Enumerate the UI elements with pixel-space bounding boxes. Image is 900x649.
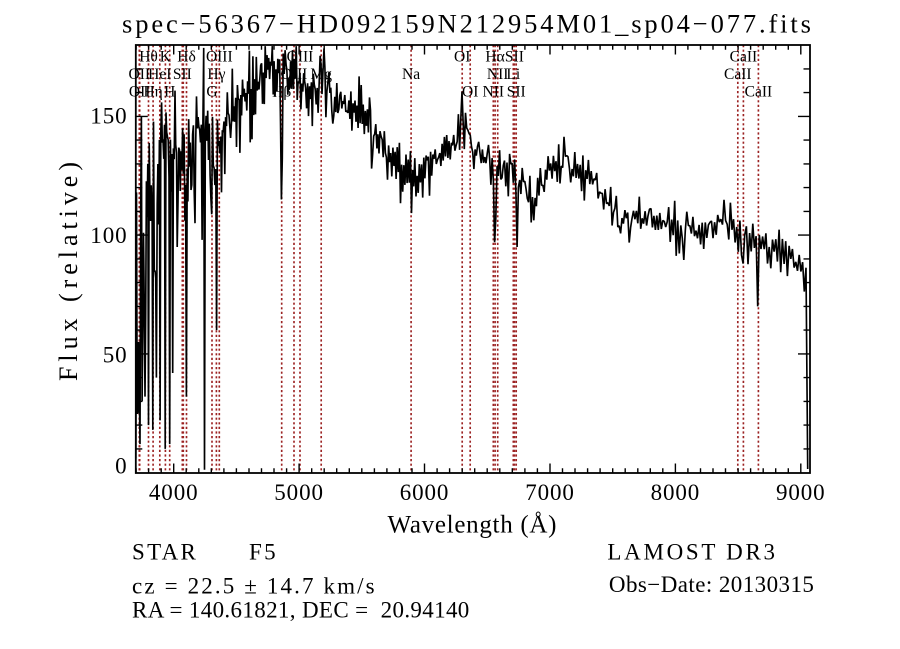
svg-text:OIII: OIII <box>287 49 314 66</box>
svg-text:NII: NII <box>487 66 509 83</box>
svg-text:9000: 9000 <box>776 480 826 505</box>
svg-text:100: 100 <box>90 223 127 248</box>
svg-text:OII: OII <box>129 84 151 101</box>
svg-text:OIII: OIII <box>281 66 308 83</box>
svg-text:spec−56367−HD092159N212954M01_: spec−56367−HD092159N212954M01_sp04−077.f… <box>122 9 811 39</box>
svg-text:CaII: CaII <box>730 49 758 66</box>
svg-text:Hα: Hα <box>485 49 504 66</box>
svg-text:Wavelength (Å): Wavelength (Å) <box>388 512 557 539</box>
svg-text:OIII: OIII <box>206 49 233 66</box>
svg-text:OI: OI <box>454 49 470 66</box>
svg-text:CaII: CaII <box>724 66 752 83</box>
svg-text:7000: 7000 <box>525 480 575 505</box>
svg-text:6000: 6000 <box>400 480 450 505</box>
svg-text:F5: F5 <box>249 540 278 565</box>
svg-text:Hδ: Hδ <box>177 49 196 66</box>
svg-text:Li: Li <box>506 66 520 83</box>
svg-text:Hη: Hη <box>143 84 162 101</box>
svg-text:SII: SII <box>507 84 526 101</box>
svg-text:0: 0 <box>115 454 127 479</box>
svg-text:G: G <box>206 84 217 101</box>
svg-text:HeI: HeI <box>148 66 171 83</box>
svg-text:150: 150 <box>90 104 127 129</box>
svg-text:CaII: CaII <box>745 84 773 101</box>
svg-text:OI: OI <box>462 84 478 101</box>
svg-text:50: 50 <box>103 343 128 368</box>
svg-text:LAMOST DR3: LAMOST DR3 <box>607 540 775 565</box>
svg-text:cz = 22.5 ± 14.7 km/s: cz = 22.5 ± 14.7 km/s <box>132 574 375 599</box>
svg-text:Flux (relative): Flux (relative) <box>54 162 83 381</box>
svg-text:Na: Na <box>402 66 420 83</box>
svg-text:SII: SII <box>173 66 192 83</box>
svg-text:Mg: Mg <box>310 66 332 83</box>
svg-text:STAR: STAR <box>132 540 198 565</box>
svg-text:Hγ: Hγ <box>207 66 225 83</box>
svg-text:NII: NII <box>483 84 505 101</box>
svg-text:4000: 4000 <box>149 480 199 505</box>
svg-text:5000: 5000 <box>274 480 324 505</box>
svg-text:H: H <box>164 84 175 101</box>
svg-text:8000: 8000 <box>651 480 701 505</box>
svg-text:Hθ: Hθ <box>139 49 158 66</box>
svg-text:Obs−Date: 20130315: Obs−Date: 20130315 <box>609 572 814 597</box>
svg-text:Hβ: Hβ <box>272 84 291 101</box>
svg-text:OII: OII <box>129 66 151 83</box>
svg-text:SII: SII <box>505 49 524 66</box>
svg-text:RA = 140.61821, DEC = 20.9414: RA = 140.61821, DEC = 20.94140 <box>132 598 469 623</box>
svg-text:K: K <box>160 49 172 66</box>
